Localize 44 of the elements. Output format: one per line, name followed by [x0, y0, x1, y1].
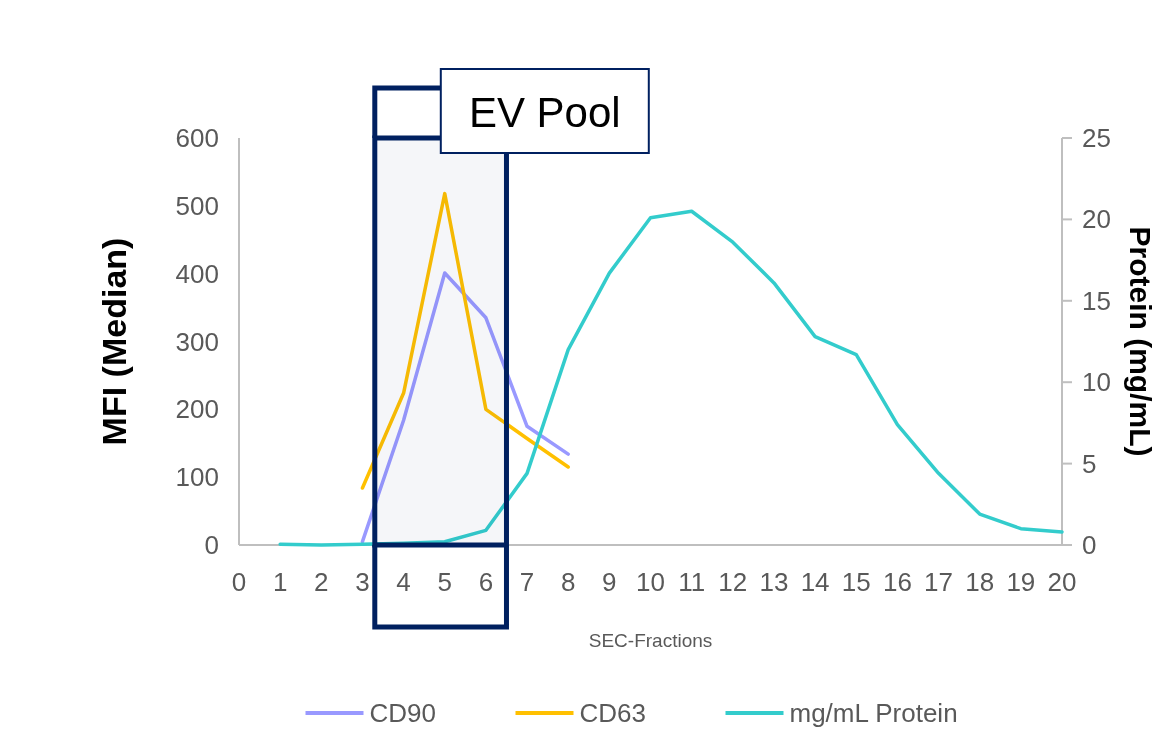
y-tick-label: 0: [204, 530, 219, 560]
x-tick-label: 19: [1006, 567, 1036, 597]
x-tick-label: 0: [231, 567, 247, 597]
x-tick-label: 15: [841, 567, 871, 597]
y2-tick-label: 10: [1082, 367, 1111, 398]
y-tick-label: 200: [175, 394, 219, 425]
y2-tick-label: 5: [1082, 448, 1097, 479]
x-tick-label: 9: [602, 567, 617, 597]
x-tick-label: 4: [396, 567, 411, 597]
x-tick-label: 2: [314, 567, 329, 597]
y2-axis-title: Protein (mg/mL): [1124, 226, 1157, 457]
y2-tick-label: 0: [1082, 530, 1097, 560]
x-tick-label: 1: [272, 567, 288, 597]
x-tick-label: 6: [478, 567, 494, 597]
x-tick-label: 14: [800, 567, 830, 597]
y-tick-label: 100: [175, 462, 219, 493]
line-series: [360, 271, 570, 544]
line-series: [360, 191, 570, 490]
legend-label: CD63: [579, 698, 646, 728]
x-tick-label: 10: [636, 567, 665, 597]
x-tick-label: 12: [718, 567, 748, 597]
x-tick-label: 17: [924, 567, 954, 597]
y2-tick-label: 25: [1082, 123, 1111, 153]
y-tick-label: 600: [175, 123, 219, 153]
y-tick-label: 300: [175, 326, 219, 357]
y-tick-label: 400: [175, 258, 219, 289]
x-tick-label: 13: [759, 567, 789, 597]
x-tick-label: 8: [560, 567, 576, 597]
y2-tick-label: 20: [1082, 204, 1111, 235]
line-series: [278, 209, 1064, 547]
y-axis-title: MFI (Median): [95, 237, 133, 446]
x-tick-label: 20: [1047, 567, 1077, 597]
x-tick-label: 16: [882, 567, 912, 597]
x-tick-label: 11: [678, 567, 706, 597]
x-axis-title: SEC-Fractions: [588, 630, 713, 651]
x-tick-label: 7: [519, 567, 535, 597]
legend-label: mg/mL Protein: [789, 698, 958, 728]
x-tick-label: 3: [355, 567, 370, 597]
x-tick-label: 18: [965, 567, 995, 597]
x-tick-label: 5: [437, 567, 452, 597]
y2-tick-label: 15: [1082, 285, 1111, 316]
legend-label: CD90: [369, 698, 436, 728]
y-tick-label: 500: [175, 190, 219, 221]
band-label: EV Pool: [468, 88, 621, 136]
